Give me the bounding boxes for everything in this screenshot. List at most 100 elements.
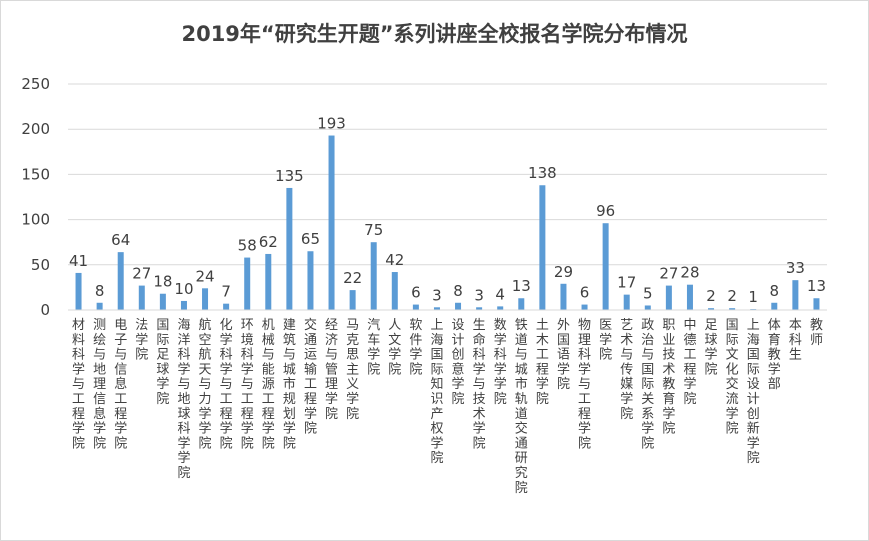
- bar: [391, 272, 398, 310]
- category-labels: 材料科学与工程学院测绘与地理信息学院电子与信息工程学院法学院国际足球学院海洋科学…: [72, 317, 823, 496]
- data-label: 17: [617, 274, 636, 292]
- category-label: 本科生: [789, 318, 802, 363]
- bar: [265, 253, 272, 310]
- data-label: 10: [174, 280, 193, 298]
- category-label: 政治与国际关系学院: [641, 318, 654, 451]
- category-label: 土木工程学院: [536, 318, 549, 407]
- data-label: 5: [643, 284, 653, 302]
- data-label: 62: [259, 233, 278, 251]
- bar: [307, 251, 314, 310]
- data-label: 58: [238, 237, 257, 255]
- data-label: 135: [275, 167, 304, 185]
- bar: [771, 302, 778, 310]
- bar: [792, 280, 799, 310]
- bar: [412, 304, 419, 310]
- category-label: 汽车学院: [367, 318, 380, 377]
- data-label: 27: [132, 265, 151, 283]
- bar: [518, 298, 525, 310]
- y-tick-label: 50: [31, 256, 50, 274]
- y-tick-label: 200: [21, 120, 50, 138]
- category-label: 经济与管理学院: [325, 318, 338, 422]
- data-label: 24: [195, 267, 214, 285]
- bar: [644, 305, 651, 310]
- bar: [138, 285, 145, 310]
- bar: [433, 307, 440, 310]
- category-label: 生命科学与技术学院: [473, 318, 486, 451]
- data-label: 18: [153, 273, 172, 291]
- bar: [729, 308, 736, 310]
- bar: [602, 223, 609, 310]
- category-label: 马克思主义学院: [346, 318, 359, 422]
- data-label: 193: [317, 115, 346, 133]
- category-label: 中德工程学院: [683, 318, 696, 407]
- category-label: 电子与信息工程学院: [114, 318, 127, 451]
- category-label: 国际足球学院: [156, 318, 169, 407]
- data-label: 1: [748, 288, 758, 306]
- data-label: 41: [69, 252, 88, 270]
- category-label: 铁道与城市轨道交通研究院: [515, 318, 528, 496]
- category-label: 医学院: [599, 318, 612, 363]
- data-label: 27: [659, 265, 678, 283]
- data-label: 2: [727, 287, 737, 305]
- data-label: 3: [474, 286, 484, 304]
- bar: [370, 242, 377, 310]
- category-label: 足球学院: [705, 318, 718, 377]
- category-label: 国际文化交流学院: [726, 318, 739, 437]
- bar: [223, 303, 230, 310]
- category-label: 机械与能源工程学院: [262, 318, 275, 451]
- category-label: 软件学院: [409, 318, 422, 377]
- category-label: 建筑与城市规划学院: [283, 318, 296, 451]
- category-label: 测绘与地理信息学院: [93, 318, 106, 451]
- bar: [539, 185, 546, 310]
- y-axis: 0 50 100 150 200 250: [21, 75, 50, 319]
- bar: [96, 302, 103, 310]
- bar: [180, 300, 187, 310]
- y-tick-label: 0: [40, 301, 50, 319]
- category-label: 材料科学与工程学院: [72, 318, 85, 451]
- data-label: 28: [680, 264, 699, 282]
- data-label: 138: [528, 164, 557, 182]
- category-label: 交通运输工程学院: [304, 317, 317, 437]
- category-label: 化学科学与工程学院: [220, 318, 233, 451]
- bar: [623, 294, 630, 310]
- category-label: 上海国际知识产权学院: [430, 318, 443, 466]
- data-label: 3: [432, 286, 442, 304]
- bar: [813, 298, 820, 310]
- data-label: 6: [411, 284, 421, 302]
- data-label: 29: [554, 263, 573, 281]
- bar: [328, 135, 335, 310]
- data-label: 6: [580, 284, 590, 302]
- data-label: 33: [786, 259, 805, 277]
- category-label: 航空航天与力学学院: [199, 317, 212, 451]
- chart-title: 2019年“研究生开题”系列讲座全校报名学院分布情况: [181, 22, 688, 46]
- category-label: 艺术与传媒学院: [620, 318, 633, 422]
- data-label: 96: [596, 202, 615, 220]
- data-label: 75: [364, 221, 383, 239]
- y-tick-label: 100: [21, 211, 50, 229]
- data-label: 13: [512, 277, 531, 295]
- category-label: 设计创意学院: [452, 318, 465, 407]
- data-label: 4: [495, 285, 505, 303]
- bar: [202, 288, 209, 310]
- bar: [560, 283, 567, 310]
- bar: [708, 308, 715, 310]
- bar: [159, 293, 166, 310]
- data-label: 42: [385, 251, 404, 269]
- data-label: 13: [807, 277, 826, 295]
- category-label: 法学院: [135, 318, 148, 363]
- category-label: 环境科学与工程学院: [241, 318, 254, 451]
- gridlines: [68, 83, 827, 266]
- bar: [286, 187, 293, 310]
- bar: [75, 272, 82, 310]
- category-label: 数学科学学院: [494, 318, 507, 407]
- category-label: 人文学院: [388, 318, 401, 377]
- data-label: 7: [221, 283, 231, 301]
- category-label: 上海国际设计创新学院: [747, 318, 760, 466]
- data-label: 8: [95, 282, 105, 300]
- data-label: 8: [453, 282, 463, 300]
- category-label: 职业技术教育学院: [662, 318, 675, 437]
- data-label: 2: [706, 287, 716, 305]
- bar: [497, 306, 504, 310]
